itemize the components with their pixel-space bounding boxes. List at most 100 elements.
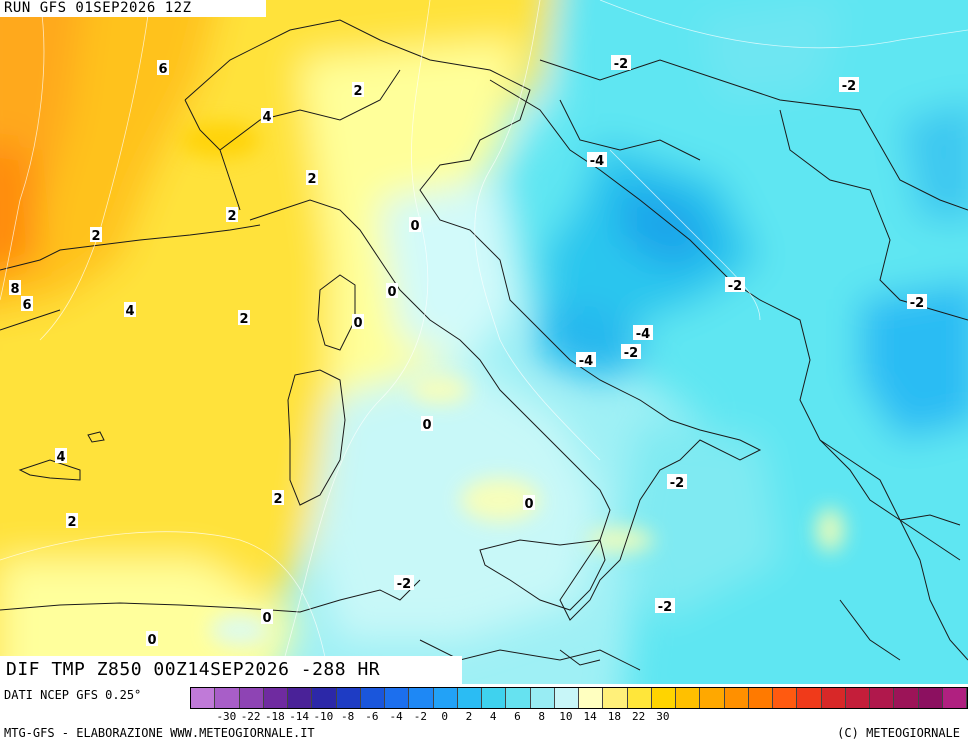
color-scale-tick-label: 18 (607, 710, 621, 723)
color-scale-tick-label: -10 (313, 710, 334, 723)
contour-label-bg (523, 495, 535, 510)
color-scale-tick-label: -6 (365, 710, 379, 723)
color-scale-tick-label: 8 (538, 710, 545, 723)
color-scale-cell (627, 688, 652, 708)
contour-label-bg (66, 513, 78, 528)
contour-label-bg (725, 277, 745, 292)
color-scale-ticks: -30 -22 -18 -14 -10 -8 -6 -4 -2 0 2 4 6 8 10 14 18 22 30 (190, 710, 966, 724)
color-scale-cell (942, 688, 967, 708)
color-scale-cell (239, 688, 264, 708)
contour-value-label: 2 (239, 312, 248, 327)
contour-label-bg (839, 77, 859, 92)
color-scale-cell (676, 688, 701, 708)
contour-label-bg (261, 609, 273, 624)
contour-value-label: -2 (658, 600, 672, 615)
color-scale-cell (433, 688, 458, 708)
color-scale-cell (797, 688, 822, 708)
contour-value-label: 2 (307, 172, 316, 187)
color-scale-tick-label: -2 (413, 710, 427, 723)
color-scale-cell (603, 688, 628, 708)
contour-label-bg (9, 280, 21, 295)
contour-label-bg (621, 344, 641, 359)
color-scale-tick-label: 2 (465, 710, 473, 723)
contour-value-label: -4 (579, 354, 593, 369)
color-scale-tick-label: -8 (341, 710, 355, 723)
contour-label-bg (146, 631, 158, 646)
contour-label-bg (386, 283, 398, 298)
contour-value-label: 0 (353, 316, 362, 331)
color-scale-tick-label: 14 (583, 710, 597, 723)
color-scale-tick-label: -18 (264, 710, 285, 723)
contour-value-label: 0 (262, 611, 271, 626)
contour-label-bg (90, 227, 102, 242)
color-scale-cell (360, 688, 385, 708)
color-scale-cell (894, 688, 919, 708)
isolines (0, 0, 968, 684)
contour-value-label: 2 (67, 515, 76, 530)
color-scale-tick-label: 10 (559, 710, 573, 723)
contour-label-bg (667, 474, 687, 489)
contour-value-label: -2 (728, 279, 742, 294)
contour-value-label: -2 (910, 296, 924, 311)
contour-value-label: 2 (353, 84, 362, 99)
color-scale-bar (190, 687, 968, 709)
contour-value-label: 4 (262, 110, 271, 125)
temperature-anomaly-map: 6 2 4 2 2 2 0 0 8 6 4 2 0 0 4 2 0 2 0 0 -2 -2 -4 -2 -2 -4 -2 -4 -2 -2… (0, 0, 968, 684)
contour-value-label: -2 (842, 79, 856, 94)
color-scale-cell (554, 688, 579, 708)
color-scale-tick-label: 6 (514, 710, 521, 723)
contour-label-bg (352, 82, 364, 97)
color-scale-cell (336, 688, 361, 708)
color-scale-tick-label: -22 (240, 710, 261, 723)
color-scale-cell (918, 688, 943, 708)
contour-label-bg (157, 60, 169, 75)
footer-copyright: (C) METEOGIORNALE (837, 726, 960, 740)
contour-label-bg (421, 416, 433, 431)
data-source-label: DATI NCEP GFS 0.25° (4, 688, 142, 702)
color-scale-cell (506, 688, 531, 708)
color-scale-cell (845, 688, 870, 708)
color-scale-tick-label: 30 (656, 710, 670, 723)
contour-label-bg (306, 170, 318, 185)
footer-credit: MTG-GFS - ELABORAZIONE WWW.METEOGIORNALE… (4, 726, 315, 740)
color-scale-cell (773, 688, 798, 708)
contour-label-bg (261, 108, 273, 123)
contour-value-label: 0 (422, 418, 431, 433)
color-scale-cell (530, 688, 555, 708)
contour-label-bg (633, 325, 653, 340)
contour-label-bg (409, 217, 421, 232)
color-scale-cell (288, 688, 313, 708)
contour-value-label: 2 (273, 492, 282, 507)
contour-label-bg (124, 302, 136, 317)
contour-label-bg (238, 310, 250, 325)
contour-label-bg (272, 490, 284, 505)
contour-value-label: -4 (590, 154, 604, 169)
contour-value-label: -4 (636, 327, 650, 342)
contour-value-label: 0 (147, 633, 156, 648)
color-scale-tick-label: -14 (289, 710, 310, 723)
color-scale-cell (579, 688, 604, 708)
contour-label-bg (611, 55, 631, 70)
product-title: DIF TMP Z850 00Z14SEP2026 -288 HR (0, 656, 462, 684)
color-scale-tick-label: 0 (441, 710, 448, 723)
contour-value-label: -2 (614, 57, 628, 72)
contour-label-bg (394, 575, 414, 590)
contour-value-label: -2 (670, 476, 684, 491)
color-scale-cell (385, 688, 410, 708)
contour-value-label: 4 (56, 450, 65, 465)
color-scale-cell (651, 688, 676, 708)
contour-label-bg (655, 598, 675, 613)
contour-value-label: 2 (91, 229, 100, 244)
contour-value-label: 8 (10, 282, 19, 297)
color-scale-cell (312, 688, 337, 708)
contour-label-bg (226, 207, 238, 222)
coastlines (0, 19, 968, 671)
contour-value-label: -2 (397, 577, 411, 592)
color-scale-cell (215, 688, 240, 708)
contour-value-label: 6 (22, 298, 31, 313)
run-title: RUN GFS 01SEP2026 12Z (0, 0, 266, 17)
contour-value-label: 2 (227, 209, 236, 224)
color-scale-cell (821, 688, 846, 708)
